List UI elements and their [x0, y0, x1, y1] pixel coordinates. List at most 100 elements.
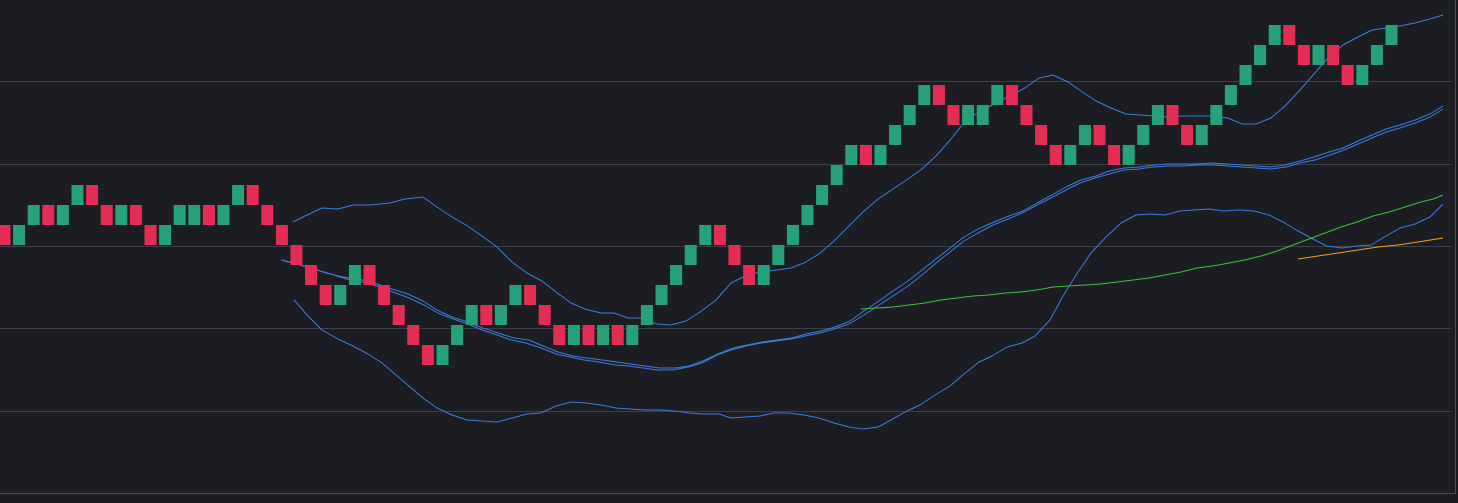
renko-brick-up: [509, 285, 522, 305]
grid-lines: [0, 81, 1452, 412]
renko-brick-up: [334, 285, 347, 305]
renko-brick-up: [1064, 145, 1077, 165]
renko-brick-up: [1195, 125, 1208, 145]
renko-brick-down: [728, 245, 741, 265]
renko-brick-down: [421, 345, 434, 365]
indicator-line-2: [282, 108, 1444, 371]
renko-brick-down: [144, 225, 157, 245]
renko-brick-down: [261, 205, 274, 225]
renko-brick-up: [597, 325, 610, 345]
indicator-line-0: [292, 14, 1444, 326]
renko-brick-up: [494, 305, 507, 325]
renko-brick-down: [1093, 125, 1106, 145]
renko-brick-up: [801, 205, 814, 225]
renko-brick-up: [845, 145, 858, 165]
renko-brick-down: [611, 325, 624, 345]
renko-brick-up: [27, 205, 40, 225]
renko-brick-up: [757, 265, 770, 285]
renko-brick-up: [1078, 125, 1091, 145]
renko-brick-down: [538, 305, 551, 325]
renko-brick-down: [1020, 105, 1033, 125]
renko-brick-down: [319, 285, 332, 305]
renko-brick-down: [246, 185, 259, 205]
renko-brick-up: [976, 105, 989, 125]
renko-brick-up: [436, 345, 449, 365]
renko-brick-up: [655, 285, 668, 305]
renko-brick-down: [363, 265, 376, 285]
renko-brick-down: [275, 225, 288, 245]
renko-brick-up: [786, 225, 799, 245]
renko-brick-down: [129, 205, 142, 225]
renko-brick-down: [0, 225, 11, 245]
renko-brick-up: [348, 265, 361, 285]
renko-brick-up: [772, 245, 785, 265]
renko-brick-up: [173, 205, 186, 225]
renko-brick-down: [1283, 25, 1296, 45]
renko-brick-down: [480, 305, 493, 325]
renko-brick-down: [713, 225, 726, 245]
renko-brick-up: [56, 205, 69, 225]
renko-brick-up: [1385, 25, 1398, 45]
renko-brick-up: [670, 265, 683, 285]
indicator-line-4: [860, 194, 1444, 310]
renko-brick-up: [1122, 145, 1135, 165]
renko-brick-up: [71, 185, 84, 205]
renko-brick-down: [1049, 145, 1062, 165]
renko-brick-down: [202, 205, 215, 225]
renko-brick-down: [524, 285, 537, 305]
renko-brick-up: [232, 185, 245, 205]
renko-brick-up: [13, 225, 26, 245]
renko-brick-down: [1035, 125, 1048, 145]
renko-brick-up: [217, 205, 230, 225]
renko-brick-down: [947, 105, 960, 125]
renko-brick-up: [465, 305, 478, 325]
renko-brick-down: [392, 305, 405, 325]
renko-brick-up: [1312, 45, 1325, 65]
renko-brick-up: [699, 225, 712, 245]
renko-brick-up: [451, 325, 464, 345]
renko-brick-up: [1356, 65, 1369, 85]
renko-brick-down: [42, 205, 55, 225]
renko-brick-down: [1166, 105, 1179, 125]
renko-brick-down: [86, 185, 99, 205]
renko-brick-down: [743, 265, 756, 285]
renko-brick-down: [305, 265, 318, 285]
renko-brick-up: [1239, 65, 1252, 85]
renko-brick-up: [918, 85, 931, 105]
renko-brick-down: [100, 205, 113, 225]
renko-brick-up: [903, 105, 916, 125]
renko-brick-down: [859, 145, 872, 165]
renko-brick-up: [567, 325, 580, 345]
renko-brick-down: [1005, 85, 1018, 105]
renko-brick-up: [1151, 105, 1164, 125]
renko-brick-up: [1370, 45, 1383, 65]
renko-brick-up: [626, 325, 639, 345]
renko-brick-up: [889, 125, 902, 145]
renko-brick-up: [188, 205, 201, 225]
renko-brick-up: [830, 165, 843, 185]
renko-brick-down: [932, 85, 945, 105]
renko-brick-up: [1137, 125, 1150, 145]
indicator-line-5: [1297, 237, 1444, 260]
indicator-lines: [280, 14, 1444, 430]
renko-brick-down: [1341, 65, 1354, 85]
renko-brick-up: [684, 245, 697, 265]
renko-brick-up: [1268, 25, 1281, 45]
renko-bricks: [0, 25, 1398, 365]
renko-brick-down: [553, 325, 566, 345]
renko-brick-down: [1327, 45, 1340, 65]
indicator-line-3: [293, 203, 1444, 430]
renko-brick-up: [640, 305, 653, 325]
renko-brick-up: [1210, 105, 1223, 125]
renko-brick-up: [816, 185, 829, 205]
renko-brick-up: [962, 105, 975, 125]
renko-brick-down: [378, 285, 391, 305]
renko-brick-up: [1254, 45, 1267, 65]
renko-brick-down: [1108, 145, 1121, 165]
renko-brick-down: [290, 245, 303, 265]
indicator-line-1: [280, 105, 1444, 369]
renko-brick-up: [159, 225, 172, 245]
